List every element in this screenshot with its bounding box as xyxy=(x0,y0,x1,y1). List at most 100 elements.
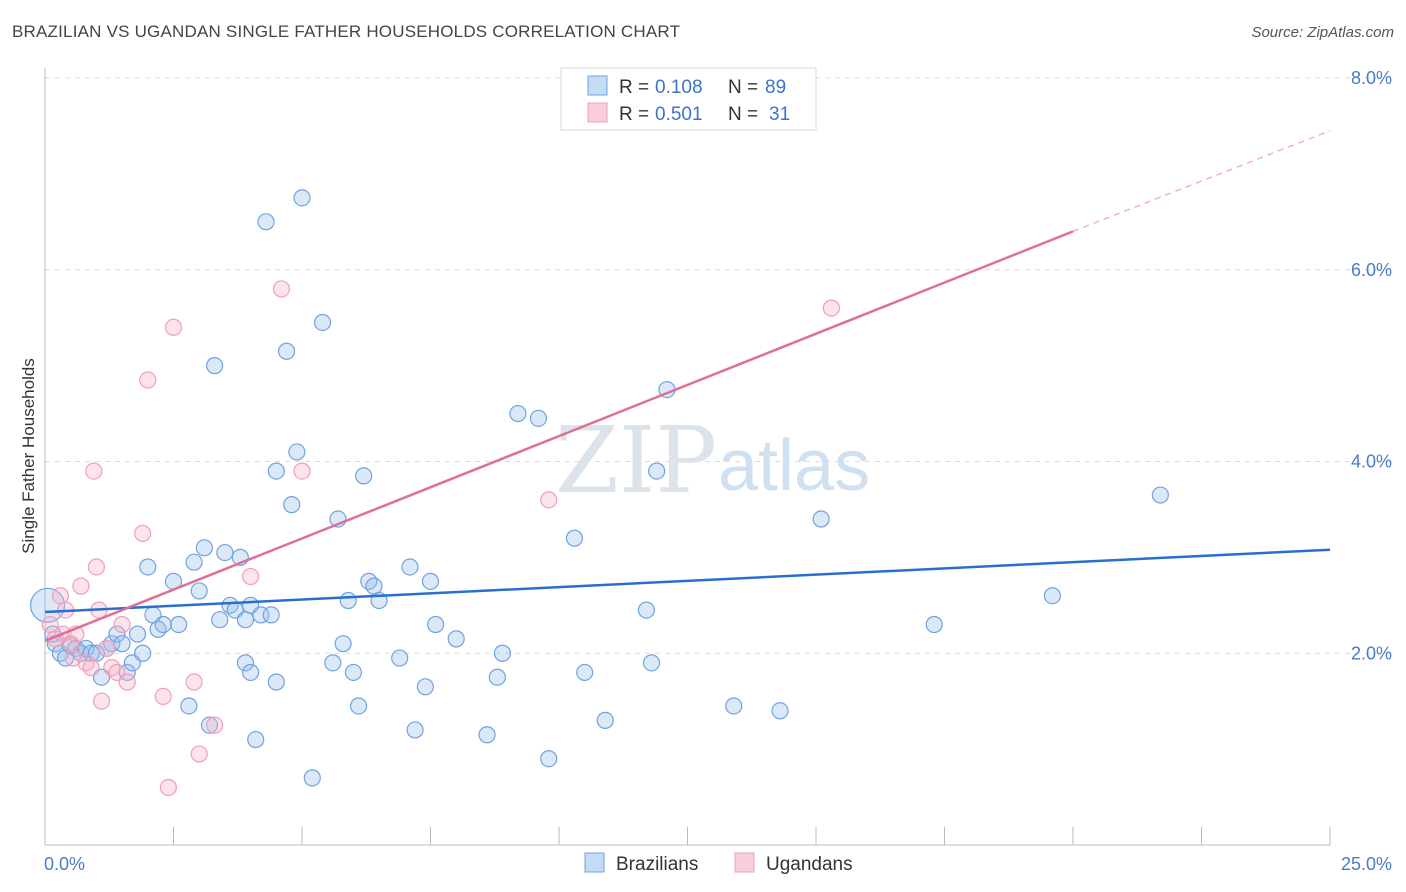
brazilian-point xyxy=(812,510,830,528)
brazilian-point xyxy=(339,591,357,610)
brazilian-point xyxy=(360,572,378,590)
legend-swatch-ugandans xyxy=(587,102,608,123)
brazilian-point xyxy=(236,611,255,629)
brazilian-point xyxy=(355,467,373,485)
brazilian-point xyxy=(529,409,548,427)
y-tick-label-2: 6.0% xyxy=(1351,260,1392,280)
brazilian-point xyxy=(211,611,229,629)
legend-bottom-swatch-brazilians xyxy=(584,852,605,873)
brazilian-point xyxy=(77,639,95,658)
brazilian-point xyxy=(925,615,943,634)
brazilian-point xyxy=(478,726,496,744)
watermark-atlas: atlas xyxy=(718,426,870,506)
brazilian-point xyxy=(576,663,594,682)
brazilian-point xyxy=(149,620,167,638)
brazilian-point xyxy=(236,654,255,672)
legend-n-label-2: N = xyxy=(728,104,758,125)
ugandan-point xyxy=(92,692,111,710)
brazilian-point xyxy=(447,630,465,648)
legend-n-value-1: 89 xyxy=(765,77,786,98)
tick-labels: 2.0% 4.0% 6.0% 8.0% 0.0% 25.0% xyxy=(44,68,1392,874)
legend-n-value-2: 31 xyxy=(769,104,790,125)
brazilian-trend-line xyxy=(44,548,1331,614)
y-tick-label-0: 2.0% xyxy=(1351,643,1392,663)
brazilian-point xyxy=(540,750,558,768)
stats-legend: R = 0.108 N = 89 R = 0.501 N = 31 xyxy=(560,67,817,131)
ugandan-trend-line xyxy=(44,230,1074,642)
legend-bottom-swatch-ugandans xyxy=(734,852,755,873)
brazilian-point xyxy=(139,558,157,576)
brazilian-point xyxy=(725,697,743,715)
brazilian-point xyxy=(221,596,239,614)
ugandan-point xyxy=(85,462,103,480)
brazilian-point xyxy=(283,496,301,514)
brazilian-point xyxy=(421,572,440,590)
ugandan-point xyxy=(164,318,183,336)
source-note: Source: ZipAtlas.com xyxy=(1251,24,1394,41)
brazilian-point xyxy=(509,404,527,423)
y-tick-label-3: 8.0% xyxy=(1351,68,1392,88)
brazilian-point xyxy=(391,649,409,667)
brazilian-point xyxy=(648,462,666,480)
brazilian-point xyxy=(406,721,424,739)
brazilian-point xyxy=(267,673,285,691)
brazilian-point xyxy=(334,635,352,653)
brazilian-point xyxy=(200,716,219,734)
brazilian-point xyxy=(637,601,655,619)
brazilian-point xyxy=(344,663,362,682)
x-tick-label-1: 25.0% xyxy=(1341,854,1392,874)
brazilian-point xyxy=(216,543,234,562)
ugandan-point xyxy=(190,745,208,763)
brazilian-point xyxy=(257,213,275,231)
brazilian-point xyxy=(180,697,198,715)
brazilian-point xyxy=(170,615,188,634)
ugandan-point xyxy=(822,299,841,317)
legend-r-label-1: R = xyxy=(619,77,649,98)
legend-bottom-brazilians: Brazilians xyxy=(616,854,698,875)
brazilian-point xyxy=(262,606,280,624)
legend-swatch-brazilians xyxy=(587,75,608,96)
brazilian-point xyxy=(128,625,147,643)
ugandan-point xyxy=(540,491,558,509)
brazilian-point xyxy=(1043,587,1062,605)
ugandan-point xyxy=(64,649,82,667)
brazilian-point xyxy=(1151,486,1169,504)
ugandan-point xyxy=(185,673,203,691)
ugandan-point xyxy=(134,524,152,543)
ugandan-point xyxy=(293,462,311,480)
series-legend: Brazilians Ugandans xyxy=(584,852,853,875)
brazilian-point xyxy=(108,625,126,643)
legend-bottom-ugandans: Ugandans xyxy=(766,854,853,875)
legend-r-value-1: 0.108 xyxy=(655,77,703,98)
brazilian-point xyxy=(771,702,789,720)
legend-r-label-2: R = xyxy=(619,104,649,125)
brazilian-point xyxy=(313,313,332,332)
legend-n-label-1: N = xyxy=(728,77,758,98)
brazilian-point xyxy=(190,582,208,600)
brazilian-point xyxy=(427,615,445,634)
brazilian-point xyxy=(82,644,100,662)
series-ugandans xyxy=(41,280,841,797)
ugandan-point xyxy=(118,673,136,691)
legend-r-value-2: 0.501 xyxy=(655,104,703,125)
brazilian-point xyxy=(267,462,285,480)
brazilian-point xyxy=(206,357,224,375)
ugandan-point xyxy=(159,778,177,797)
brazilian-point xyxy=(565,529,584,547)
brazilian-point xyxy=(195,539,213,557)
axes xyxy=(44,68,1331,846)
ugandan-point xyxy=(98,639,116,658)
ugandan-point xyxy=(139,371,157,389)
grid-lines xyxy=(45,77,1392,654)
ugandan-point xyxy=(113,615,131,634)
watermark: ZIP atlas xyxy=(555,407,870,514)
brazilian-point xyxy=(293,189,311,207)
brazilian-point xyxy=(242,663,260,682)
y-axis-label: Single Father Households xyxy=(19,358,38,554)
ugandan-point xyxy=(154,687,172,705)
brazilian-point xyxy=(247,730,265,749)
ugandan-point xyxy=(51,587,70,605)
brazilian-point xyxy=(134,644,152,662)
brazilian-point xyxy=(596,711,614,729)
